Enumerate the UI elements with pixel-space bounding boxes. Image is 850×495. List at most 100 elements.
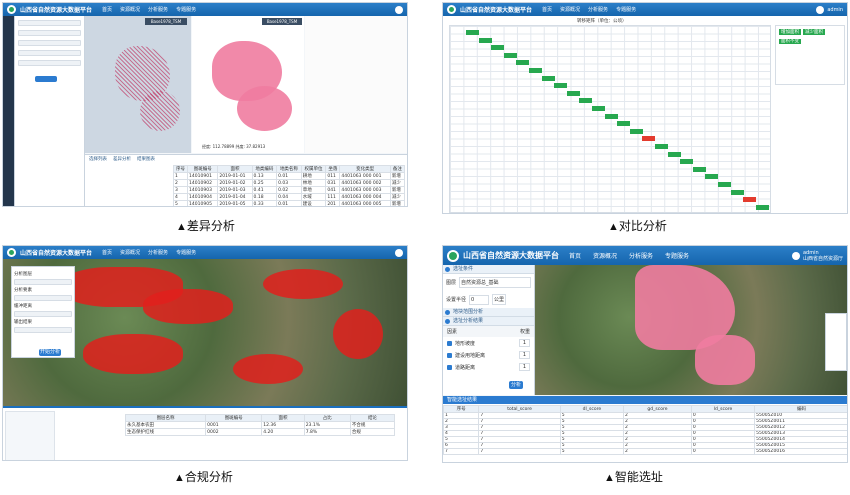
nav-topics[interactable]: 专题服务 [176,7,197,13]
compliance-options-panel: 分析图层 分析要素 缓冲距离 输出结果 [11,266,75,358]
overlay-region [143,289,233,324]
nav-home[interactable]: 首页 [102,250,113,256]
period-a-select[interactable] [18,30,81,36]
section-range[interactable]: 地块范围分析 [443,308,534,317]
start-analysis-button[interactable] [35,76,57,82]
factor-checkbox[interactable] [447,352,452,358]
table-row[interactable]: 生态保护红线 0002 4.20 7.8% 合规 [124,428,396,436]
analyze-button[interactable]: 分析 [509,381,523,389]
map-period-b[interactable]: Base1978_TSM 经度: 112.78899 纬度: 37.82913 [192,16,304,153]
nav-topics[interactable]: 专题服务 [176,250,197,256]
radius-unit-select[interactable]: 公里 [492,294,507,305]
legend-decrease[interactable]: 减少面积 [803,29,825,35]
nav-topics[interactable]: 专题服务 [665,253,690,260]
table-cell: 201 [325,200,341,206]
factor-row[interactable]: 地形坡度 1 [443,337,534,349]
legend-increase[interactable]: 增加面积 [779,29,801,35]
app-title: 山西省自然资源大数据平台 [20,250,93,257]
period-b-select[interactable] [18,40,81,46]
table-cell: 2019-01-01 [217,172,253,180]
urban-area-a-south [140,91,180,131]
feature-select[interactable] [14,295,72,301]
platform-logo [447,5,456,14]
user-area[interactable] [395,248,403,257]
region-select[interactable] [18,50,81,56]
nav-resources[interactable]: 资源概况 [120,7,141,13]
table-cell: 4401063 000 002 [339,179,391,187]
nav-home[interactable]: 首页 [102,7,113,13]
factor-checkbox[interactable] [447,340,452,346]
factor-row[interactable]: 道路距离 1 [443,361,534,373]
main-nav: 首页 资源概况 分析服务 专题服务 [102,249,196,256]
matrix-diagonal-cell [718,182,731,187]
platform-logo [447,249,459,262]
option-select[interactable] [18,60,81,66]
nav-analysis[interactable]: 分析服务 [148,7,169,13]
table-cell: 14010905 [187,200,219,206]
factor-row[interactable]: 建设用地距离 1 [443,349,534,361]
radius-input[interactable]: 0 [469,294,490,305]
layer-select[interactable] [14,279,72,285]
factor-checkbox[interactable] [447,364,452,370]
output-select[interactable] [14,327,72,333]
legend-unchanged[interactable]: 面积不变 [779,39,801,44]
table-cell: 14010904 [187,193,219,201]
label-radius: 设置半径 [446,297,467,303]
table-cell: 2019-01-02 [217,179,253,187]
table-row[interactable]: 4 14010904 2019-01-04 0.18 0.04 水域 111 4401063 … [172,193,406,201]
avatar [816,5,825,14]
app-title: 山西省自然资源大数据平台 [460,7,533,14]
layer-select[interactable] [18,20,81,26]
platform-logo [7,248,16,257]
nav-home[interactable]: 首页 [569,253,582,260]
table-row[interactable]: 永久基本农田 0001 12.36 23.1% 不合规 [124,421,396,429]
label-output: 输出结果 [14,320,32,325]
column-header: 变化类型 [339,165,391,173]
section-results[interactable]: 选址分析结果 [443,317,534,326]
table-cell: 草地 [300,186,327,194]
nav-analysis[interactable]: 分析服务 [148,250,169,256]
nav-resources[interactable]: 资源概况 [560,7,581,13]
column-header: 面积 [261,414,305,422]
user-area[interactable]: admin [816,5,843,14]
table-cell: 14010902 [187,179,219,187]
user-area[interactable]: admin 山西省自然资源厅 [791,250,843,262]
run-analysis-button[interactable]: 开始分析 [39,349,61,356]
map-period-a[interactable]: Base1978_TSM [85,16,191,153]
nav-home[interactable]: 首页 [542,7,553,13]
table-row[interactable]: 5 14010905 2019-01-05 0.33 0.01 建设 201 4401063 … [172,200,406,206]
diff-result-table: 序号 图斑编号 面积 地类编码 地类名称 权属单位 坐落 变化类型 备注 1 14… [172,165,406,206]
nav-topics[interactable]: 专题服务 [616,7,637,13]
matrix-diagonal-cell [617,121,631,127]
table-row[interactable]: 1 14010901 2019-01-01 0.13 0.01 耕地 011 4401063 … [172,172,406,180]
nav-resources[interactable]: 资源概况 [120,250,141,256]
table-cell: 新增 [389,172,406,180]
tab-diff[interactable]: 差异分析 [113,157,131,162]
table-row[interactable]: 7 7 5 2 0 55005Z0016 [443,448,847,455]
table-row[interactable]: 3 14010903 2019-01-03 0.41 0.02 草地 041 4401063 … [172,186,406,194]
section-conditions[interactable]: 选址条件 [443,265,534,274]
layer-input[interactable]: 自然资源总_基础 [459,277,531,288]
caption-diff-analysis: ▲差异分析 [176,219,235,233]
column-header: 图斑编号 [205,414,263,422]
user-area[interactable] [395,5,403,14]
factor-weight-input[interactable]: 1 [518,363,530,371]
table-cell: 5 [172,200,189,206]
nav-analysis[interactable]: 分析服务 [629,253,654,260]
factor-weight-input[interactable]: 1 [518,351,530,359]
map-a-layer-label: Base1978_TSM [145,18,187,25]
smart-siting-screenshot: 山西省自然资源大数据平台 首页 资源概况 分析服务 专题服务 admin 山西省… [442,245,848,463]
factor-name: 地形坡度 [455,340,476,347]
factor-weight-input[interactable]: 1 [518,339,530,347]
tab-selection[interactable]: 选择列表 [89,157,107,162]
table-row[interactable]: 2 14010902 2019-01-02 0.25 0.03 林地 031 4401063 … [172,179,406,187]
caption-text: 差异分析 [186,219,235,233]
map-diff-result[interactable] [305,16,407,153]
satellite-map[interactable] [535,265,847,395]
nav-resources[interactable]: 资源概况 [593,253,618,260]
nav-analysis[interactable]: 分析服务 [588,7,609,13]
tab-chart[interactable]: 结果图表 [137,157,155,162]
table-header-row: 序号 total_score dl_score gd_score ld_scor… [443,405,847,413]
buffer-input[interactable] [14,311,72,317]
avatar [395,248,403,257]
